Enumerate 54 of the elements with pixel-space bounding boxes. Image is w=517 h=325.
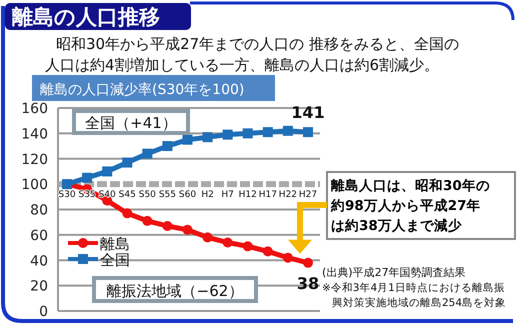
point: [222, 130, 233, 140]
legend-label: 離島: [100, 235, 130, 253]
text: (出典)平成27年国勢調査結果: [322, 266, 466, 279]
point: [282, 126, 293, 136]
x-tick-label: H17: [258, 190, 277, 200]
x-tick-label: S30: [58, 190, 76, 200]
point: [162, 220, 172, 231]
y-tick-label: 20: [30, 278, 48, 295]
y-tick-label: 160: [21, 101, 48, 117]
point: [202, 132, 213, 142]
x-tick-label: H2: [201, 190, 214, 200]
point: [242, 241, 253, 252]
point: [122, 208, 132, 218]
point: [142, 148, 152, 159]
y-tick-label: 60: [30, 228, 48, 244]
point: [202, 232, 213, 242]
point: [242, 128, 253, 138]
chart-title: 離島の人口推移: [11, 5, 160, 29]
point: [303, 258, 313, 268]
x-tick-label: S50: [138, 190, 156, 200]
point: [142, 216, 152, 226]
legend-label: 全国: [100, 251, 130, 269]
annotation: 全国（+41）: [85, 114, 177, 132]
point: [262, 246, 273, 256]
x-tick-label: H27: [298, 190, 318, 200]
annotation: 離振法地域（−62）: [106, 282, 244, 300]
y-tick-label: 0: [39, 304, 48, 320]
data-label: 141: [291, 103, 325, 122]
x-tick-label: H12: [238, 190, 257, 200]
y-tick-label: 100: [21, 177, 48, 194]
y-tick-label: 140: [21, 126, 48, 142]
text: 離島人口は、昭和30年の約98万人から平成27年は約38万人まで減少: [330, 178, 490, 234]
text: ※令和3年4月1日時点における離島振興対策実施地域の離島254島を対象: [322, 281, 506, 309]
x-tick-label: S55: [158, 190, 176, 200]
x-tick-label: H22: [278, 190, 298, 200]
x-tick-label: S45: [118, 190, 136, 200]
point: [222, 237, 233, 248]
y-tick-label: 40: [30, 253, 48, 270]
y-axis-title: 離島の人口減少率(S30年を100): [40, 82, 244, 98]
point: [303, 127, 313, 138]
chart-subtitle: 昭和30年から平成27年までの人口の 推移をみると、全国の人口は約4割増加している一方、離島の人口は約6割減少。: [45, 35, 459, 74]
point: [182, 134, 192, 145]
point: [282, 252, 293, 263]
y-tick-label: 120: [21, 152, 48, 168]
point: [162, 141, 172, 152]
point: [122, 158, 132, 168]
point: [182, 224, 192, 235]
y-tick-label: 80: [30, 202, 48, 218]
x-tick-label: S60: [178, 190, 196, 200]
point: [102, 166, 112, 176]
data-label: 38: [296, 274, 320, 293]
point: [262, 127, 273, 138]
point: [82, 172, 92, 183]
x-tick-label: H7: [221, 190, 234, 200]
